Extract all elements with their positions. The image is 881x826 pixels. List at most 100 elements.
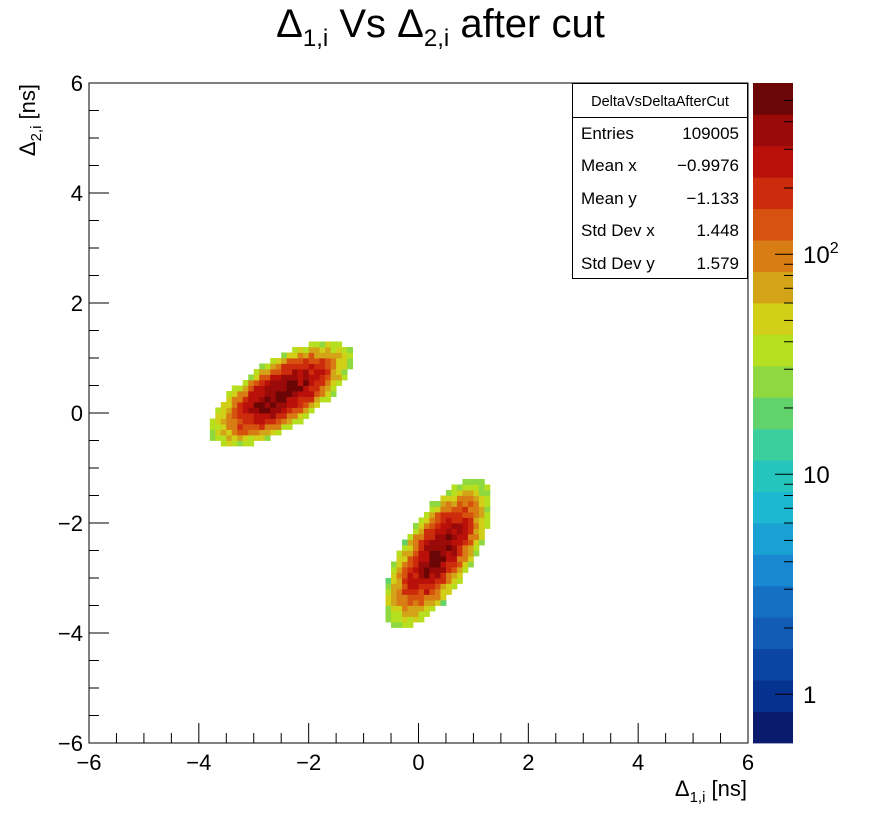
heatmap-cell [396,583,403,590]
heatmap-cell [413,561,419,568]
heatmap-cell [451,506,458,513]
heatmap-cell [418,605,425,612]
heatmap-cell [314,352,321,359]
heatmap-cell [248,391,255,397]
heatmap-cells [209,341,491,628]
heatmap-cell [418,600,425,606]
heatmap-cell [451,495,458,502]
heatmap-cell [396,594,403,601]
heatmap-cell [248,380,255,386]
heatmap-cell [220,402,227,408]
heatmap-cell [434,572,441,579]
heatmap-cell [456,506,463,513]
heatmap-cell [259,391,266,397]
heatmap-cell [445,583,452,590]
heatmap-cell [478,539,485,546]
heatmap-cell [402,583,408,590]
heatmap-cell [407,594,414,601]
heatmap-cell [434,539,441,546]
heatmap-cell [259,407,266,414]
color-scale-band [753,680,793,712]
color-scale-band [753,523,793,555]
heatmap-cell [319,385,326,392]
heatmap-cell [484,484,491,491]
heatmap-cell [297,347,304,353]
stats-row-stddev-x: Std Dev x 1.448 [581,221,739,241]
heatmap-cell [308,374,315,381]
heatmap-cell [440,501,447,507]
heatmap-cell [467,545,474,551]
heatmap-cell [413,583,419,590]
heatmap-cell [440,567,447,573]
heatmap-cell [336,369,343,375]
heatmap-cell [231,413,238,419]
heatmap-cell [237,396,244,403]
heatmap-cell [451,583,458,590]
heatmap-cell [391,589,397,595]
heatmap-cell [429,534,436,540]
heatmap-cell [402,622,408,628]
heatmap-cell [314,374,321,381]
heatmap-cell [462,545,469,551]
heatmap-cell [423,561,430,568]
heatmap-cell [478,528,485,535]
color-scale-label: 102 [803,240,839,269]
heatmap-cell [445,501,452,507]
heatmap-cell [259,402,266,408]
heatmap-cell [473,545,480,551]
heatmap-cell [396,556,403,562]
heatmap-cell [275,396,282,403]
heatmap-cell [325,385,332,392]
heatmap-cell [462,512,469,518]
heatmap-cell [292,374,299,381]
heatmap-cell [347,363,353,370]
heatmap-cell [423,567,430,573]
color-scale-band [753,585,793,618]
heatmap-cell [456,561,463,568]
x-tick-label: −6 [76,750,101,775]
heatmap-cell [303,396,310,403]
heatmap-cell [423,545,430,551]
heatmap-cell [423,523,430,529]
heatmap-cell [391,561,397,568]
heatmap-cell [402,567,408,573]
heatmap-cell [423,611,430,617]
heatmap-cell [423,600,430,606]
heatmap-cell [242,380,249,386]
heatmap-cell [231,429,238,436]
heatmap-cell [429,506,436,513]
heatmap-cell [423,517,430,524]
heatmap-cell [467,479,474,485]
heatmap-cell [308,352,315,359]
heatmap-cell [347,358,353,364]
heatmap-cell [473,479,480,485]
heatmap-cell [440,556,447,562]
heatmap-cell [264,391,271,397]
heatmap-cell [407,611,414,617]
heatmap-cell [434,594,441,601]
heatmap-cell [297,358,304,364]
heatmap-cell [303,402,310,408]
heatmap-cell [402,550,408,557]
heatmap-cell [226,407,233,414]
heatmap-cell [440,539,447,546]
heatmap-cell [209,424,216,430]
heatmap-cell [462,556,469,562]
heatmap-cell [396,578,403,584]
heatmap-cell [429,561,436,568]
heatmap-cell [418,556,425,562]
heatmap-cell [434,600,441,606]
y-tick-label: 2 [71,291,83,316]
heatmap-cell [231,385,238,392]
heatmap-cell [429,545,436,551]
heatmap-cell [467,517,474,524]
heatmap-cell [242,435,249,441]
heatmap-cell [407,545,414,551]
heatmap-cell [396,611,403,617]
heatmap-cell [297,418,304,425]
heatmap-cell [242,424,249,430]
heatmap-cell [308,347,315,353]
heatmap-cell [429,567,436,573]
color-scale-band [753,554,793,587]
heatmap-cell [270,385,277,392]
